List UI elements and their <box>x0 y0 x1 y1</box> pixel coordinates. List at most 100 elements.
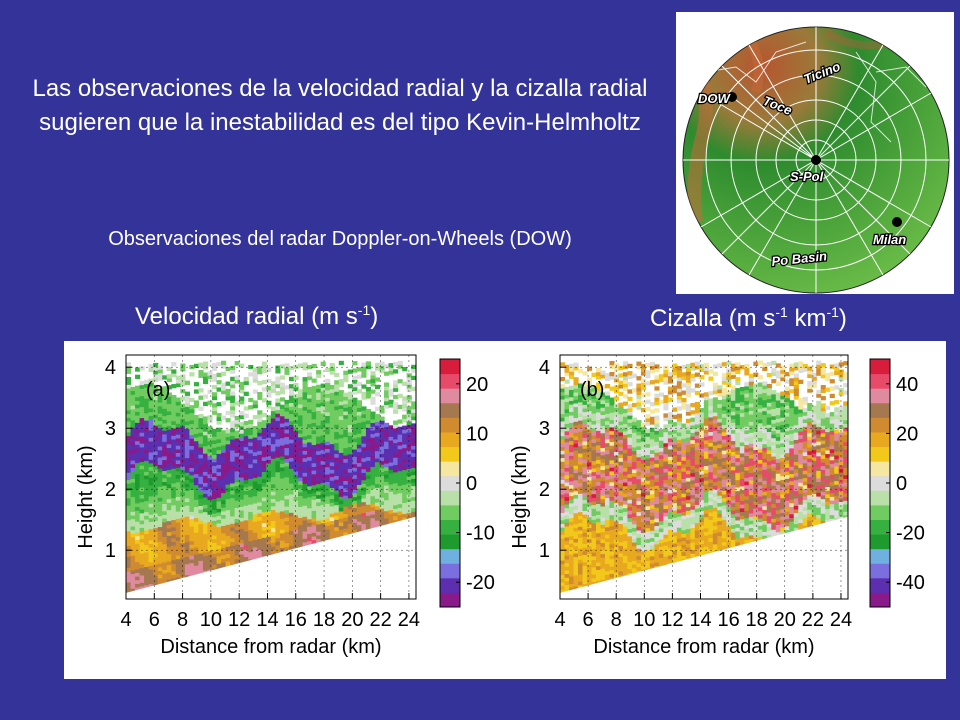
colorbar-tick-label: -20 <box>466 572 495 594</box>
colorbar-swatch <box>870 548 890 564</box>
colorbar-tick-label: 20 <box>466 374 488 396</box>
ground-mask <box>126 516 416 599</box>
colorbar-swatch <box>870 417 890 433</box>
velocity-panel-title: Velocidad radial (m s-1) <box>135 302 378 331</box>
colorbar-swatch <box>870 402 890 418</box>
colorbar-tick-label: 0 <box>896 473 907 495</box>
y-tick-label: 1 <box>539 540 550 562</box>
colorbar-swatch <box>440 417 460 433</box>
x-tick-label: 18 <box>746 609 768 631</box>
x-tick-label: 4 <box>554 609 565 631</box>
shear-panel-title: Cizalla (m s-1 km-1) <box>650 304 847 333</box>
spol-marker <box>811 155 821 165</box>
colorbar-tick-label: -40 <box>896 572 925 594</box>
radar-map-frame: DOW Toce Ticino S-Pol Milan Po Basin <box>676 12 954 294</box>
colorbar-swatch <box>440 373 460 389</box>
colorbar-swatch <box>440 431 460 448</box>
headline: Las observaciones de la velocidad radial… <box>32 75 648 136</box>
colorbar-swatch <box>870 388 890 404</box>
x-tick-label: 10 <box>633 609 655 631</box>
colorbar-swatch <box>870 373 890 389</box>
colorbar-swatch <box>870 490 890 506</box>
colorbar-swatch <box>870 475 890 491</box>
colorbar-swatch <box>870 359 890 375</box>
shear-title-mid: km <box>787 305 827 332</box>
heatmap-field <box>560 355 848 599</box>
colorbar-swatch <box>870 461 890 477</box>
colorbar-tick-label: -20 <box>896 523 925 545</box>
colorbar-swatch <box>440 592 460 608</box>
x-tick-label: 16 <box>717 609 739 631</box>
y-tick-label: 1 <box>105 540 116 562</box>
y-tick-label: 4 <box>105 357 116 379</box>
colorbar-swatch <box>870 534 890 550</box>
shear-title-end: ) <box>838 305 847 332</box>
colorbar-swatch <box>440 475 460 491</box>
heatmap-field <box>126 355 416 599</box>
radar-map: DOW Toce Ticino S-Pol Milan Po Basin <box>682 26 950 294</box>
po-basin-label: Po Basin <box>771 248 828 269</box>
colorbar-swatch <box>870 504 890 520</box>
colorbar-swatch <box>440 461 460 477</box>
colorbar-tick-label: 20 <box>896 423 918 445</box>
x-tick-label: 22 <box>370 609 392 631</box>
x-tick-label: 24 <box>830 609 852 631</box>
colorbar-swatch <box>440 446 460 462</box>
y-tick-label: 2 <box>105 479 116 501</box>
charts-frame: (a) 4 6 8 10 12 14 16 18 20 22 24 1 2 3 4 Distance from … <box>64 341 946 679</box>
shear-title-text: Cizalla (m s <box>650 305 776 332</box>
colorbar-tick-label: 10 <box>466 423 488 445</box>
colorbar-swatch <box>870 577 890 593</box>
colorbar-swatch <box>870 431 890 448</box>
y-tick-label: 3 <box>105 418 116 440</box>
colorbar-swatch <box>870 519 890 535</box>
x-tick-label: 12 <box>661 609 683 631</box>
colorbar-swatch <box>440 490 460 506</box>
colorbar-swatch <box>440 519 460 535</box>
colorbar-swatch <box>870 563 890 579</box>
shear-title-sup1: -1 <box>775 304 788 320</box>
colorbar-swatch <box>870 446 890 462</box>
colorbar-swatch <box>440 359 460 375</box>
x-tick-label: 6 <box>583 609 594 631</box>
y-tick-label: 4 <box>539 357 550 379</box>
x-tick-label: 18 <box>313 609 335 631</box>
x-axis-label: Distance from radar (km) <box>593 636 814 658</box>
x-tick-label: 8 <box>177 609 188 631</box>
milan-marker <box>892 217 902 227</box>
panel-label: (a) <box>146 379 170 401</box>
dow-label: DOW <box>698 91 732 106</box>
colorbar-swatch <box>870 592 890 608</box>
colorbar-tick-label: -10 <box>466 523 495 545</box>
colorbar-swatch <box>440 534 460 550</box>
y-tick-label: 3 <box>539 418 550 440</box>
ground-mask <box>560 516 848 599</box>
x-tick-label: 24 <box>398 609 420 631</box>
colorbar-tick-label: 40 <box>896 374 918 396</box>
velocity-title-sup: -1 <box>357 302 371 318</box>
subtitle: Observaciones del radar Doppler-on-Wheel… <box>108 228 572 250</box>
velocity-title-text: Velocidad radial (m s <box>135 303 358 330</box>
x-tick-label: 12 <box>228 609 250 631</box>
x-tick-label: 8 <box>611 609 622 631</box>
colorbar-swatch <box>440 548 460 564</box>
milan-label: Milan <box>873 232 906 247</box>
panel-label: (b) <box>580 379 604 401</box>
x-tick-label: 22 <box>802 609 824 631</box>
spol-label: S-Pol <box>790 169 824 184</box>
colorbar-swatch <box>440 504 460 520</box>
x-tick-label: 6 <box>149 609 160 631</box>
y-axis-label: Height (km) <box>75 445 97 548</box>
colorbar-swatch <box>440 402 460 418</box>
x-tick-label: 20 <box>774 609 796 631</box>
velocity-title-end: ) <box>370 303 379 330</box>
dow-marker <box>727 92 737 102</box>
colorbar-tick-label: 0 <box>466 473 477 495</box>
x-tick-label: 16 <box>285 609 307 631</box>
x-axis-label: Distance from radar (km) <box>160 636 381 658</box>
shear-title-sup2: -1 <box>826 304 839 320</box>
x-tick-label: 10 <box>200 609 222 631</box>
